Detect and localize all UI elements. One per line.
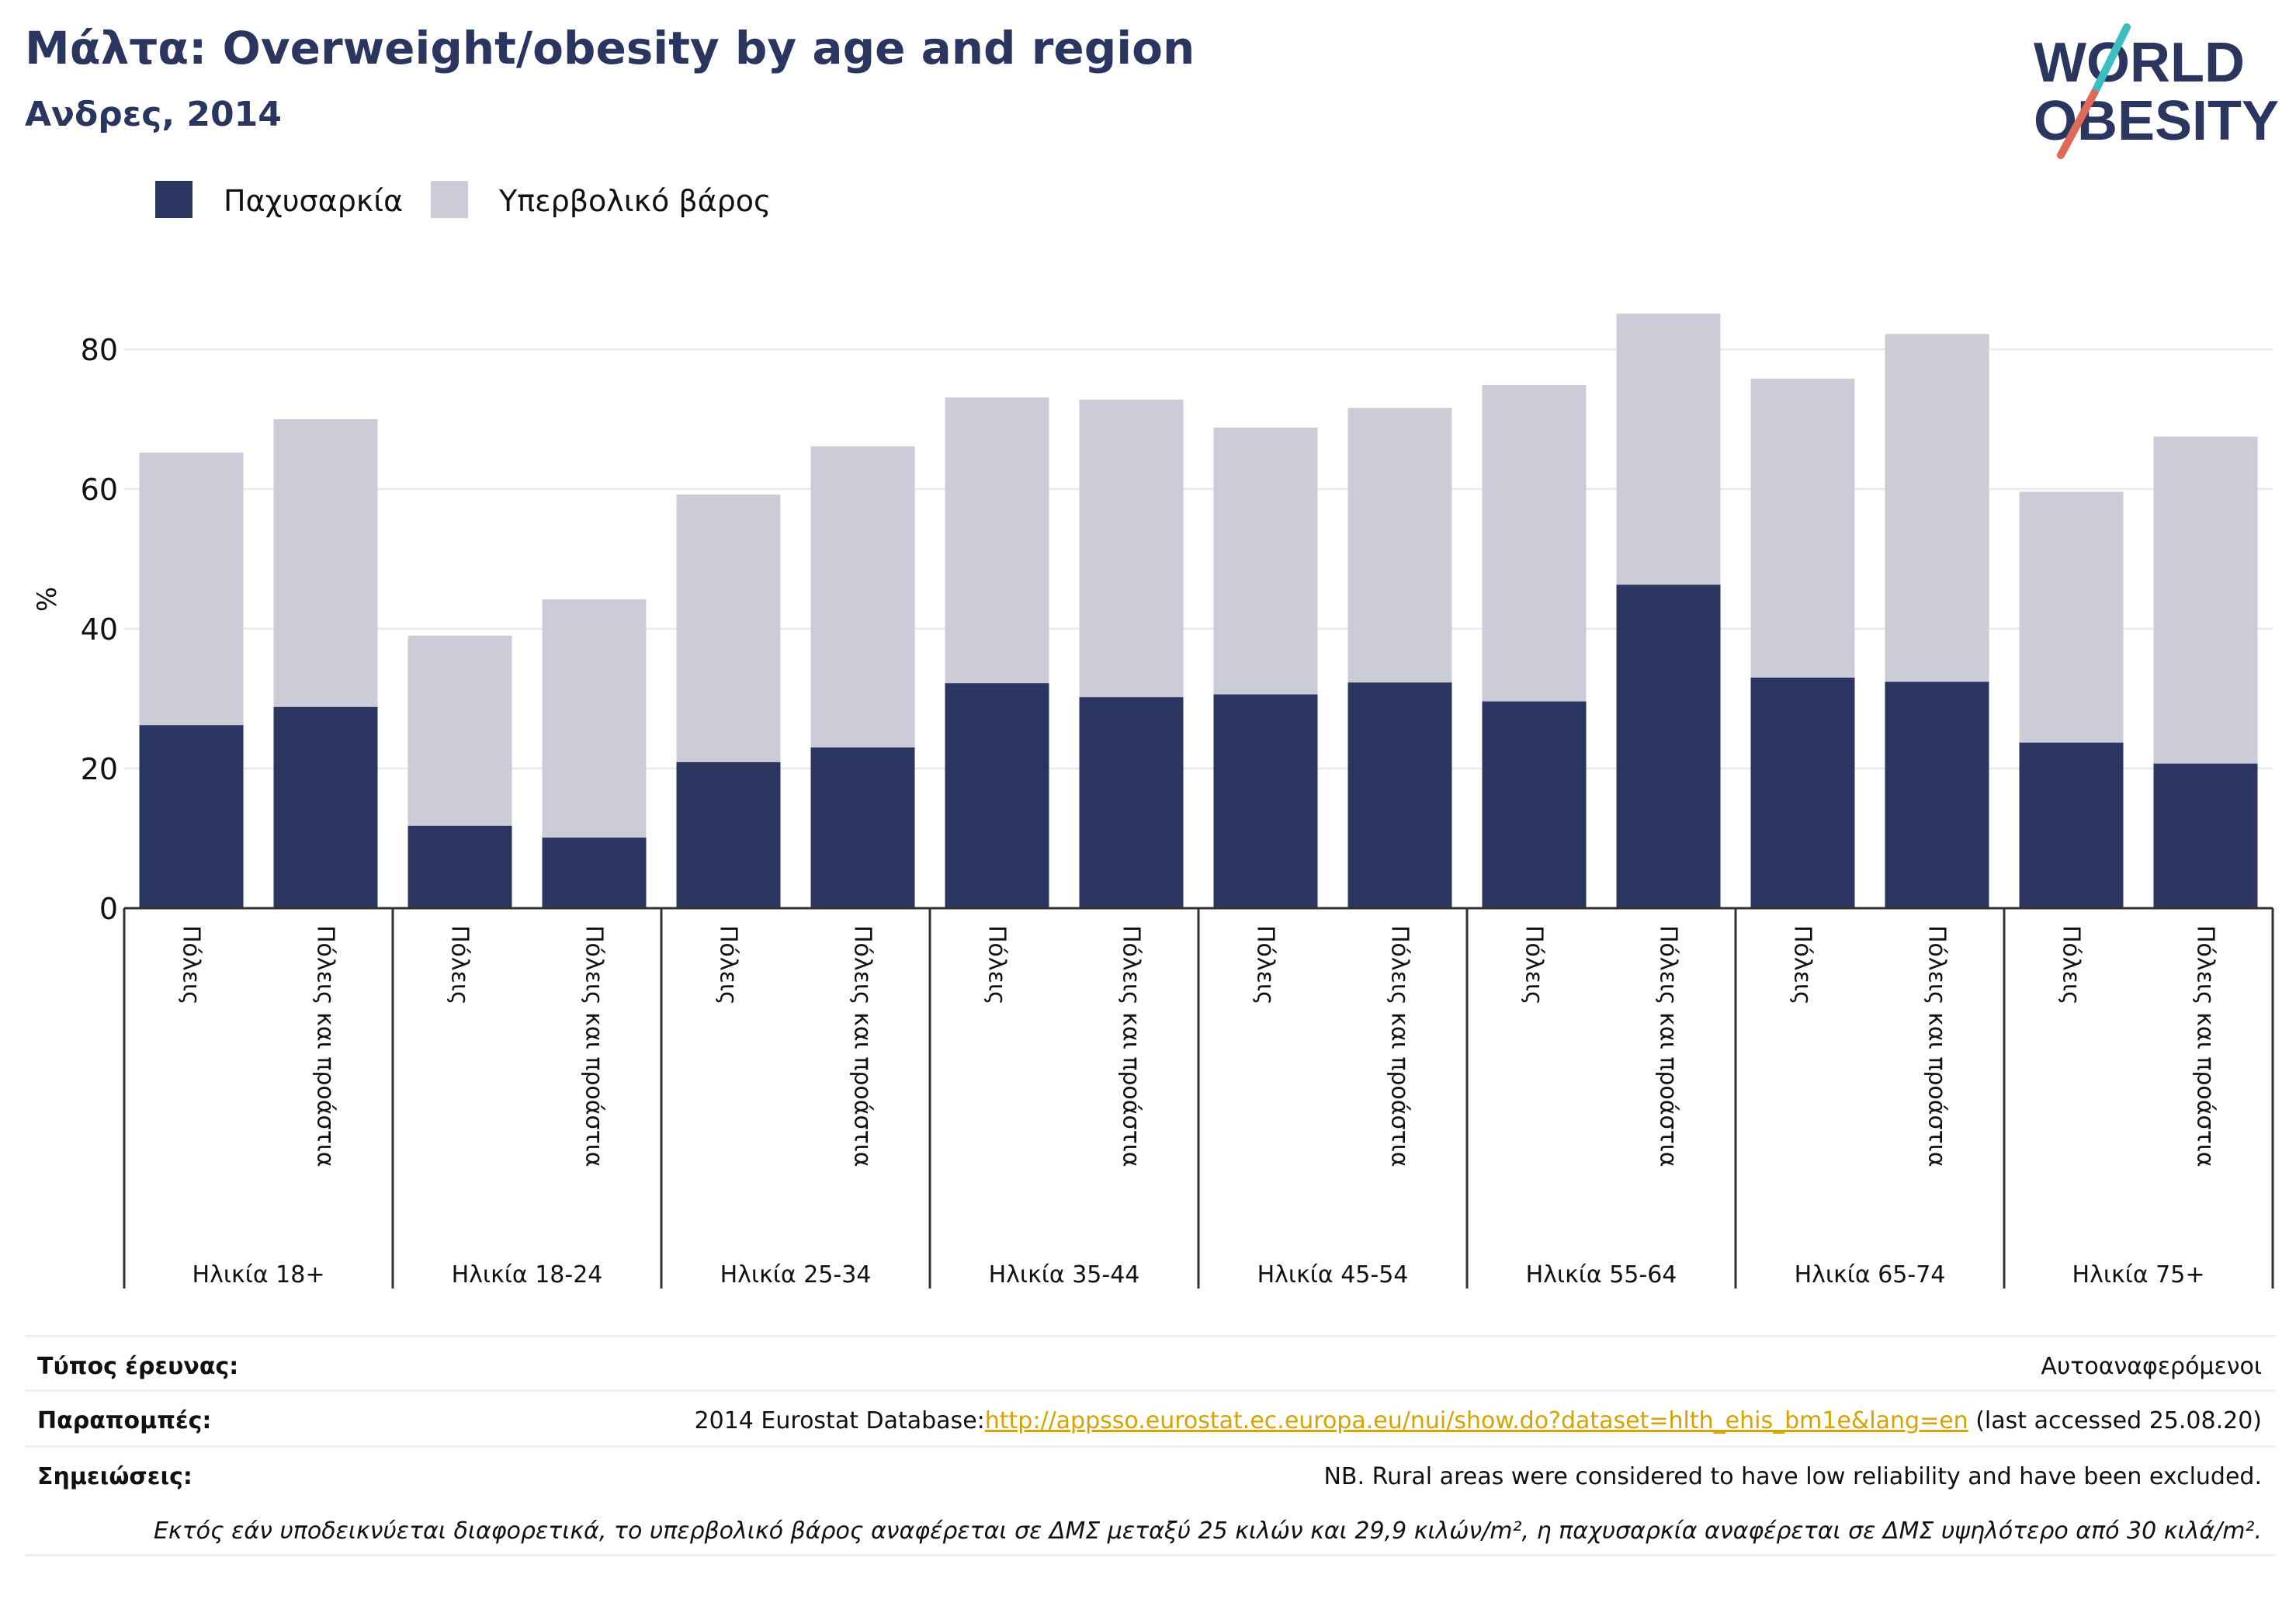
- x-subcategory-label: Πόλεις και προάστια: [312, 925, 339, 1167]
- survey-type-value: Αυτοαναφερόμενοι: [2041, 1353, 2262, 1380]
- x-subcategory-label: Πόλεις και προάστια: [2192, 925, 2219, 1167]
- bar-overweight: [1482, 384, 1587, 702]
- bar-obesity: [1482, 701, 1587, 908]
- y-tick-label: 80: [81, 333, 118, 367]
- y-tick-label: 60: [81, 473, 118, 507]
- bar-overweight: [542, 599, 647, 838]
- references-suffix: (last accessed 25.08.20): [1968, 1407, 2262, 1434]
- bar-overweight: [408, 636, 512, 826]
- x-subcategory-label: Πόλεις: [178, 925, 205, 1005]
- bar-obesity: [2019, 742, 2124, 908]
- bar-overweight: [1347, 408, 1452, 683]
- y-tick-label: 20: [81, 752, 118, 786]
- legend-swatch: [155, 181, 192, 218]
- bar-obesity: [676, 761, 781, 908]
- logo-slash-bottom: [2057, 89, 2098, 159]
- bar-overweight: [945, 397, 1049, 684]
- footer-rule: [25, 1445, 2276, 1448]
- bar-overweight: [1079, 399, 1184, 698]
- bar-overweight: [1750, 378, 1855, 678]
- legend-swatch: [431, 181, 468, 218]
- logo-text-obesity: OBESITY: [2034, 90, 2279, 152]
- x-subcategory-label: Πόλεις και προάστια: [1923, 925, 1951, 1167]
- chart: Παχυσαρκία Υπερβολικό βάρος 0 20 40 60 80% Πόλε…: [32, 181, 2274, 1289]
- x-subcategory-label: Πόλεις και προάστια: [581, 925, 608, 1167]
- x-subcategory-label: Πόλεις και προάστια: [1386, 925, 1413, 1167]
- bar-overweight: [139, 453, 244, 726]
- bar-overweight: [273, 419, 378, 707]
- legend-label: Παχυσαρκία: [224, 184, 403, 218]
- bar-obesity: [273, 706, 378, 908]
- bar-overweight: [2153, 436, 2258, 764]
- footer-rule: [25, 1389, 2276, 1392]
- bar-obesity: [139, 725, 244, 908]
- x-group-label: Ηλικία 75+: [2072, 1261, 2205, 1289]
- bar-obesity: [1079, 697, 1184, 908]
- footer-rule: [25, 1335, 2276, 1337]
- chart-title: Μάλτα: Overweight/obesity by age and reg…: [25, 22, 1195, 75]
- references-prefix: 2014 Eurostat Database:: [694, 1407, 985, 1434]
- bar-overweight: [2019, 491, 2124, 743]
- x-subcategory-label: Πόλεις: [715, 925, 742, 1005]
- bar-overweight: [676, 494, 781, 762]
- legend-label: Υπερβολικό βάρος: [498, 184, 771, 218]
- x-subcategory-label: Πόλεις: [446, 925, 473, 1005]
- world-obesity-logo: WORLD OBESITY: [2034, 23, 2279, 159]
- bar-obesity: [945, 683, 1049, 908]
- x-group-label: Ηλικία 18+: [192, 1261, 325, 1289]
- notes-value: NB. Rural areas were considered to have …: [1323, 1463, 2262, 1490]
- references-value: 2014 Eurostat Database:http://appsso.eur…: [695, 1407, 2262, 1434]
- logo-text-world: WORLD: [2034, 32, 2245, 94]
- y-tick-label: 40: [81, 612, 118, 647]
- chart-subtitle: Ανδρες, 2014: [25, 95, 282, 134]
- y-axis-label: %: [32, 587, 63, 612]
- x-group-label: Ηλικία 18-24: [452, 1261, 603, 1289]
- x-group-label: Ηλικία 55-64: [1526, 1261, 1677, 1289]
- bar-obesity: [1750, 678, 1855, 908]
- bar-obesity: [2153, 763, 2258, 908]
- survey-type-label: Τύπος έρευνας:: [37, 1353, 239, 1380]
- bar-overweight: [1616, 314, 1721, 585]
- bar-obesity: [1885, 682, 1989, 908]
- x-subcategory-label: Πόλεις: [1521, 925, 1548, 1005]
- footer-rule: [25, 1554, 2276, 1556]
- definition-note: Εκτός εάν υποδεικνύεται διαφορετικά, το …: [153, 1517, 2262, 1545]
- bar-obesity: [810, 747, 915, 908]
- x-group-label: Ηλικία 25-34: [720, 1261, 872, 1289]
- bar-obesity: [1616, 584, 1721, 908]
- bar-overweight: [810, 446, 915, 747]
- bar-obesity: [1347, 682, 1452, 908]
- x-group-label: Ηλικία 65-74: [1795, 1261, 1946, 1289]
- x-group-label: Ηλικία 35-44: [989, 1261, 1140, 1289]
- references-label: Παραπομπές:: [37, 1407, 212, 1434]
- x-subcategory-label: Πόλεις και προάστια: [849, 925, 876, 1167]
- bar-obesity: [408, 825, 512, 908]
- bar-obesity: [1213, 694, 1318, 908]
- x-subcategory-label: Πόλεις και προάστια: [1118, 925, 1145, 1167]
- bar-obesity: [542, 838, 647, 908]
- x-subcategory-label: Πόλεις: [2058, 925, 2085, 1005]
- notes-label: Σημειώσεις:: [37, 1463, 192, 1490]
- x-group-label: Ηλικία 45-54: [1257, 1261, 1409, 1289]
- logo-slash-top: [2090, 23, 2131, 97]
- x-subcategory-label: Πόλεις: [1252, 925, 1279, 1005]
- bar-overweight: [1885, 334, 1989, 682]
- bar-overweight: [1213, 427, 1318, 695]
- y-tick-label: 0: [99, 892, 118, 926]
- x-subcategory-label: Πόλεις: [1789, 925, 1816, 1005]
- x-subcategory-label: Πόλεις: [983, 925, 1011, 1005]
- references-link[interactable]: http://appsso.eurostat.ec.europa.eu/nui/…: [984, 1407, 1968, 1434]
- x-subcategory-label: Πόλεις και προάστια: [1655, 925, 1682, 1167]
